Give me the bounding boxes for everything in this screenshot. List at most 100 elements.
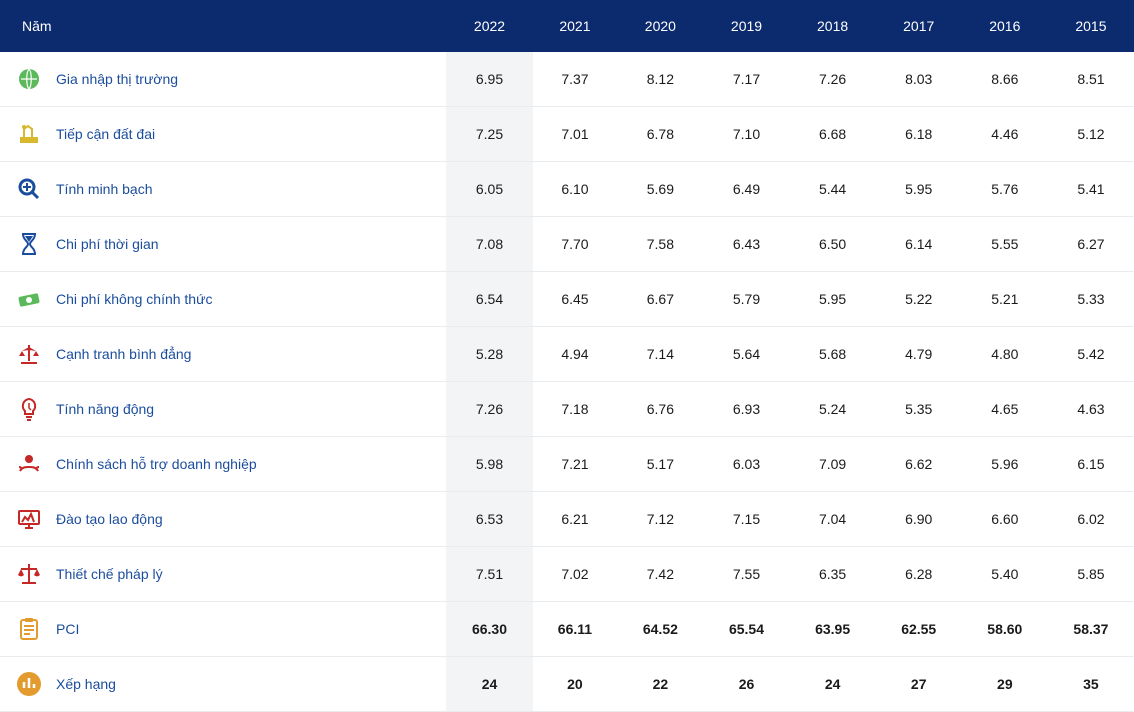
value-cell: 6.68 (790, 107, 876, 162)
table-row: Tính năng động7.267.186.766.935.245.354.… (0, 382, 1134, 437)
value-cell: 5.98 (446, 437, 532, 492)
value-cell: 6.02 (1048, 492, 1134, 547)
header-year: 2015 (1048, 0, 1134, 52)
value-cell: 6.15 (1048, 437, 1134, 492)
labor-training-icon (16, 506, 42, 532)
value-cell: 58.37 (1048, 602, 1134, 657)
value-cell: 4.46 (962, 107, 1048, 162)
value-cell: 7.08 (446, 217, 532, 272)
value-cell: 4.80 (962, 327, 1048, 382)
value-cell: 7.09 (790, 437, 876, 492)
value-cell: 5.96 (962, 437, 1048, 492)
row-label-text: PCI (56, 621, 79, 637)
row-label-cell: Gia nhập thị trường (0, 52, 446, 107)
table-row: Chính sách hỗ trợ doanh nghiệp5.987.215.… (0, 437, 1134, 492)
value-cell: 5.24 (790, 382, 876, 437)
row-label-cell: Chính sách hỗ trợ doanh nghiệp (0, 437, 446, 492)
row-label-cell: Tiếp cận đất đai (0, 107, 446, 162)
value-cell: 7.04 (790, 492, 876, 547)
table-row: PCI66.3066.1164.5265.5463.9562.5558.6058… (0, 602, 1134, 657)
value-cell: 4.65 (962, 382, 1048, 437)
value-cell: 64.52 (617, 602, 703, 657)
fair-compete-icon (16, 341, 42, 367)
value-cell: 7.01 (533, 107, 618, 162)
value-cell: 7.18 (533, 382, 618, 437)
value-cell: 29 (962, 657, 1048, 712)
value-cell: 5.68 (790, 327, 876, 382)
value-cell: 24 (446, 657, 532, 712)
value-cell: 5.33 (1048, 272, 1134, 327)
value-cell: 6.10 (533, 162, 618, 217)
value-cell: 7.15 (703, 492, 789, 547)
value-cell: 7.17 (703, 52, 789, 107)
table-row: Tính minh bạch6.056.105.696.495.445.955.… (0, 162, 1134, 217)
row-label-text: Xếp hạng (56, 676, 116, 692)
row-label-cell: Chi phí không chính thức (0, 272, 446, 327)
value-cell: 58.60 (962, 602, 1048, 657)
table-row: Xếp hạng2420222624272935 (0, 657, 1134, 712)
value-cell: 6.93 (703, 382, 789, 437)
value-cell: 6.95 (446, 52, 532, 107)
value-cell: 6.28 (876, 547, 962, 602)
row-label-text: Tiếp cận đất đai (56, 126, 155, 142)
table-row: Chi phí thời gian7.087.707.586.436.506.1… (0, 217, 1134, 272)
value-cell: 8.51 (1048, 52, 1134, 107)
table-row: Chi phí không chính thức6.546.456.675.79… (0, 272, 1134, 327)
value-cell: 5.85 (1048, 547, 1134, 602)
row-label-text: Thiết chế pháp lý (56, 566, 163, 582)
rank-icon (16, 671, 42, 697)
value-cell: 8.66 (962, 52, 1048, 107)
transparency-icon (16, 176, 42, 202)
value-cell: 6.35 (790, 547, 876, 602)
row-label-cell: Chi phí thời gian (0, 217, 446, 272)
value-cell: 5.22 (876, 272, 962, 327)
row-label-cell: Tính năng động (0, 382, 446, 437)
table-row: Cạnh tranh bình đẳng5.284.947.145.645.68… (0, 327, 1134, 382)
row-label-cell: Tính minh bạch (0, 162, 446, 217)
row-label-text: Đào tạo lao động (56, 511, 163, 527)
table-row: Tiếp cận đất đai7.257.016.787.106.686.18… (0, 107, 1134, 162)
value-cell: 7.42 (617, 547, 703, 602)
row-label-text: Chi phí không chính thức (56, 291, 212, 307)
value-cell: 7.26 (446, 382, 532, 437)
land-access-icon (16, 121, 42, 147)
value-cell: 5.55 (962, 217, 1048, 272)
value-cell: 5.40 (962, 547, 1048, 602)
value-cell: 5.12 (1048, 107, 1134, 162)
value-cell: 5.41 (1048, 162, 1134, 217)
row-label-text: Tính năng động (56, 401, 154, 417)
row-label-text: Chi phí thời gian (56, 236, 159, 252)
value-cell: 5.42 (1048, 327, 1134, 382)
table-header: Năm 2022 2021 2020 2019 2018 2017 2016 2… (0, 0, 1134, 52)
table-row: Đào tạo lao động6.536.217.127.157.046.90… (0, 492, 1134, 547)
value-cell: 8.03 (876, 52, 962, 107)
value-cell: 5.79 (703, 272, 789, 327)
value-cell: 7.14 (617, 327, 703, 382)
value-cell: 5.17 (617, 437, 703, 492)
value-cell: 4.79 (876, 327, 962, 382)
value-cell: 6.60 (962, 492, 1048, 547)
value-cell: 22 (617, 657, 703, 712)
row-label-cell: Cạnh tranh bình đẳng (0, 327, 446, 382)
value-cell: 6.78 (617, 107, 703, 162)
value-cell: 5.44 (790, 162, 876, 217)
value-cell: 7.25 (446, 107, 532, 162)
legal-icon (16, 561, 42, 587)
header-year-label: Năm (0, 0, 446, 52)
row-label-cell: Đào tạo lao động (0, 492, 446, 547)
pci-data-table: Năm 2022 2021 2020 2019 2018 2017 2016 2… (0, 0, 1134, 712)
value-cell: 7.10 (703, 107, 789, 162)
header-year: 2017 (876, 0, 962, 52)
value-cell: 5.76 (962, 162, 1048, 217)
header-year: 2020 (617, 0, 703, 52)
value-cell: 6.03 (703, 437, 789, 492)
header-year: 2016 (962, 0, 1048, 52)
pci-icon (16, 616, 42, 642)
value-cell: 5.21 (962, 272, 1048, 327)
value-cell: 6.49 (703, 162, 789, 217)
value-cell: 62.55 (876, 602, 962, 657)
value-cell: 5.95 (790, 272, 876, 327)
row-label-text: Gia nhập thị trường (56, 71, 178, 87)
value-cell: 5.64 (703, 327, 789, 382)
header-year: 2019 (703, 0, 789, 52)
